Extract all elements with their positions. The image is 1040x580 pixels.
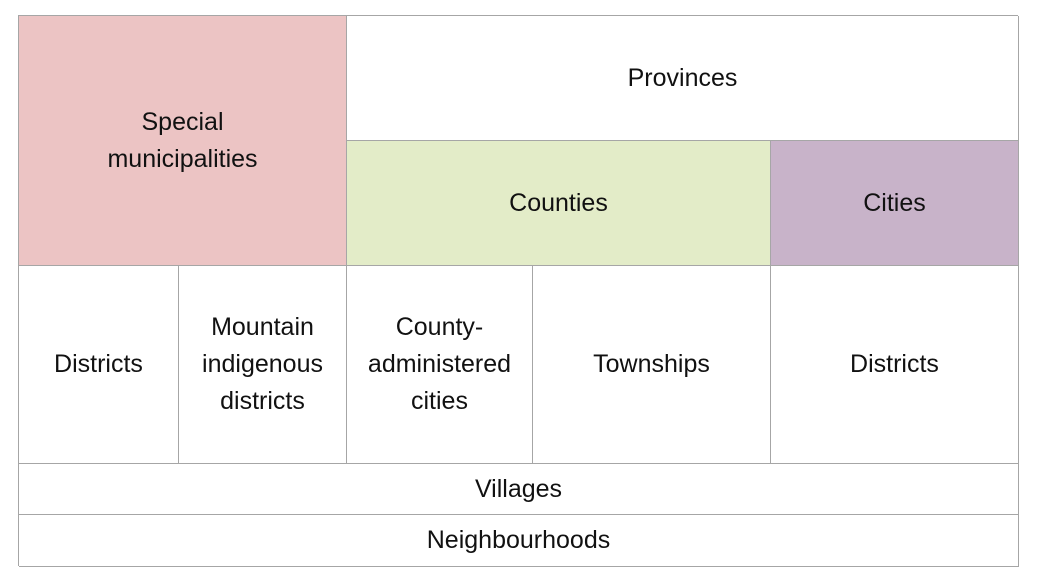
villages-label: Villages (474, 474, 563, 503)
counties-label: Counties (509, 188, 608, 217)
special-municipalities-cell: Special municipalities (19, 16, 347, 266)
county-administered-cities-cell: County- administered cities (347, 266, 533, 464)
townships-label: Townships (593, 350, 710, 378)
districts-label-right: Districts (850, 350, 939, 378)
districts-label-left: Districts (54, 350, 143, 378)
villages-cell: Villages (19, 464, 1019, 515)
cities-label: Cities (863, 188, 926, 217)
counties-cell: Counties (347, 141, 771, 266)
districts-cell-right: Districts (771, 266, 1019, 464)
mountain-indigenous-districts-cell: Mountain indigenous districts (179, 266, 347, 464)
neighbourhoods-cell: Neighbourhoods (19, 515, 1019, 567)
neighbourhoods-label: Neighbourhoods (426, 526, 611, 554)
provinces-label: Provinces (627, 63, 738, 92)
administrative-divisions-table: Special municipalities Provinces Countie… (18, 15, 1019, 567)
provinces-cell: Provinces (347, 16, 1019, 141)
districts-cell-left: Districts (19, 266, 179, 464)
townships-cell: Townships (533, 266, 771, 464)
cities-cell: Cities (771, 141, 1019, 266)
mountain-indigenous-districts-label: Mountain indigenous districts (202, 313, 323, 415)
special-municipalities-label: Special municipalities (107, 107, 258, 173)
county-administered-cities-label: County- administered cities (367, 313, 512, 415)
